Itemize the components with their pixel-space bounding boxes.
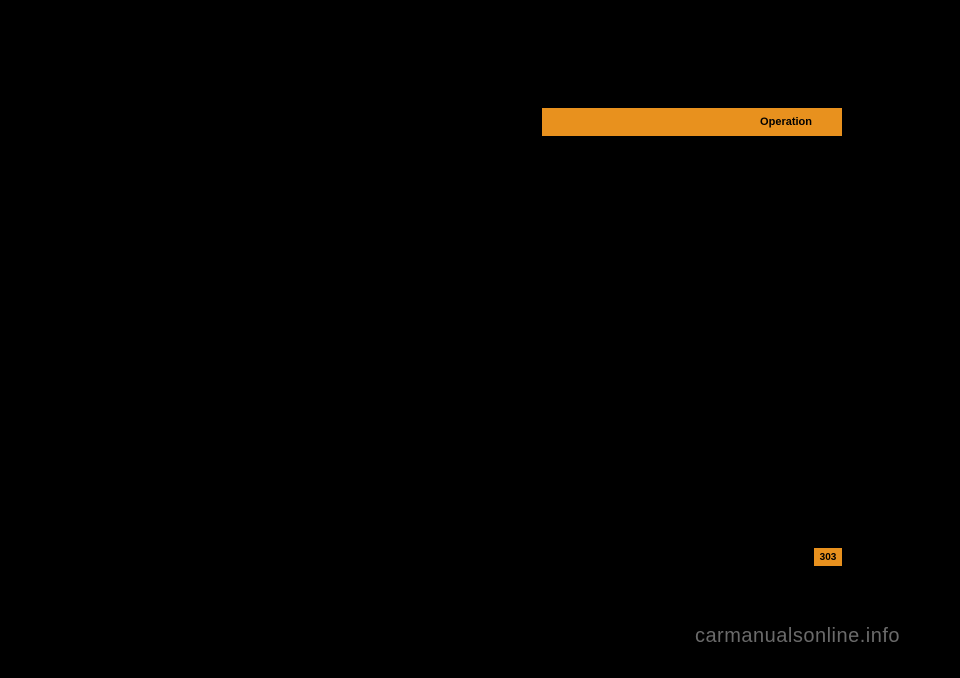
section-header-title: Operation [760, 116, 812, 128]
page-number-value: 303 [820, 552, 837, 563]
section-header-bar: Operation [542, 108, 842, 136]
page-number-badge: 303 [814, 548, 842, 566]
watermark-text: carmanualsonline.info [695, 625, 900, 648]
